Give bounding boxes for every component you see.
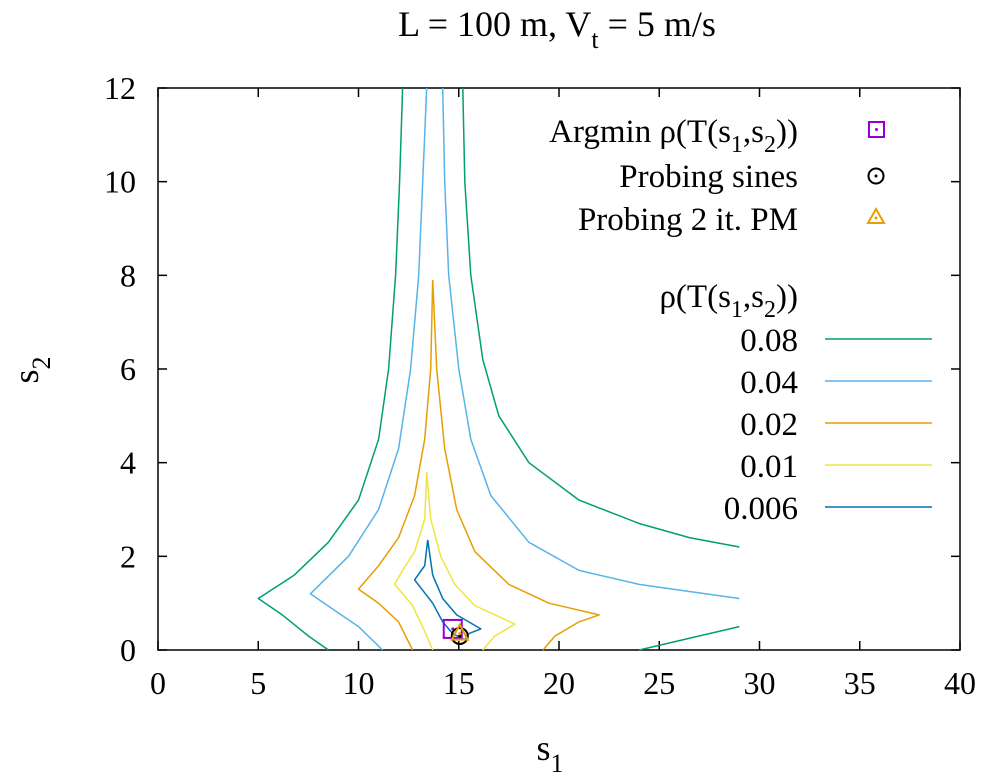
x-tick-label: 30	[744, 665, 776, 701]
x-tick-label: 35	[844, 665, 876, 701]
contour-line-0.006	[415, 540, 481, 640]
contour-line-0.08	[639, 627, 739, 650]
legend-argmin-sub2: 2	[764, 132, 776, 158]
contour-line-0.04	[310, 88, 426, 650]
contour-legend-label-0.02: 0.02	[740, 407, 798, 443]
x-tick-label: 25	[643, 665, 675, 701]
x-tick-label: 0	[150, 665, 166, 701]
y-axis-label-sub: 2	[27, 356, 56, 369]
x-axis-label-main: s	[536, 728, 550, 768]
legend-marker-sines	[869, 169, 884, 184]
title-rest: = 5 m/s	[599, 4, 716, 44]
contour-legend-label-0.01: 0.01	[740, 449, 798, 485]
x-tick-label: 15	[443, 665, 475, 701]
y-tick-label: 12	[104, 70, 136, 106]
y-tick-label: 8	[120, 257, 136, 293]
contour-legend-main: ρ(T(s	[659, 279, 730, 315]
title-main: L = 100 m, V	[398, 4, 591, 44]
y-tick-label: 10	[104, 164, 136, 200]
contour-legend-title: ρ(T(s1,s2))	[659, 279, 798, 323]
legend-label-sines: Probing sines	[619, 159, 798, 195]
y-tick-label: 2	[120, 538, 136, 574]
legend: Argmin ρ(T(s1,s2)) Probing sines Probing…	[549, 114, 932, 527]
legend-argmin-mid: ,s	[743, 114, 764, 150]
y-tick-label: 6	[120, 351, 136, 387]
chart-title: L = 100 m, Vt = 5 m/s	[398, 4, 716, 54]
contour-legend-entries: 0.08 0.04 0.02 0.01 0.006	[724, 323, 932, 527]
legend-label-pm: Probing 2 it. PM	[578, 202, 798, 238]
legend-label-argmin: Argmin ρ(T(s1,s2))	[549, 114, 798, 158]
contour-legend-label-0.04: 0.04	[740, 365, 798, 401]
contour-legend-end: ))	[776, 279, 798, 315]
y-axis-label-main: s	[6, 369, 46, 383]
x-tick-label: 20	[543, 665, 575, 701]
contour-legend-sub1: 1	[731, 297, 743, 323]
legend-argmin-sub1: 1	[731, 132, 743, 158]
x-tick-label: 10	[343, 665, 375, 701]
x-axis-label: s1	[536, 728, 563, 778]
contour-legend-mid: ,s	[743, 279, 764, 315]
y-tick-label: 0	[120, 632, 136, 668]
contour-legend-sub2: 2	[764, 297, 776, 323]
data-markers	[444, 620, 468, 644]
y-axis-label: s2	[6, 356, 56, 383]
legend-argmin-main: Argmin ρ(T(s	[549, 114, 731, 150]
contour-legend-label-0.08: 0.08	[740, 323, 798, 359]
legend-marker-argmin	[869, 122, 884, 137]
legend-argmin-end: ))	[776, 114, 798, 150]
contour-line-0.02	[433, 280, 599, 650]
x-tick-label: 40	[944, 665, 976, 701]
contour-legend-label-0.006: 0.006	[724, 491, 798, 527]
x-axis-label-sub: 1	[551, 749, 564, 778]
contour-chart: L = 100 m, Vt = 5 m/s 0 5 10 15 20 25 30 35 40 0 2…	[0, 0, 995, 781]
contour-line-0.08	[258, 88, 402, 650]
legend-marker-pm	[868, 209, 884, 223]
contour-line-0.08	[463, 88, 740, 547]
plot-area	[158, 88, 960, 650]
y-tick-label: 4	[120, 445, 136, 481]
x-tick-label: 5	[250, 665, 266, 701]
